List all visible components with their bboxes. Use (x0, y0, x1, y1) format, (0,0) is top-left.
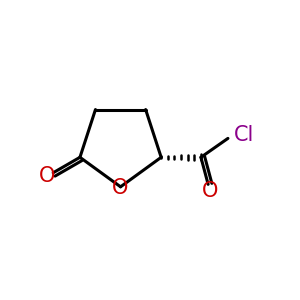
Text: O: O (112, 178, 129, 198)
Text: O: O (39, 167, 55, 186)
Text: O: O (202, 182, 218, 201)
Text: Cl: Cl (234, 125, 254, 145)
